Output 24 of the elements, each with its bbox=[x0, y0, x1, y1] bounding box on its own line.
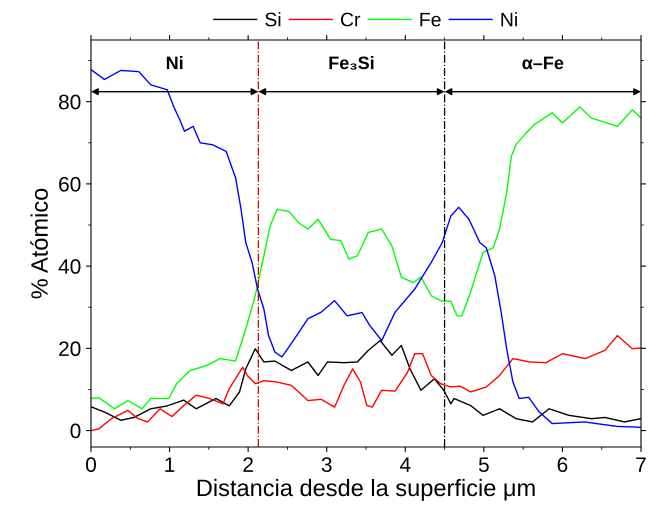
x-tick-label: 5 bbox=[478, 457, 489, 472]
line-series bbox=[91, 68, 641, 428]
legend-label: Si bbox=[265, 12, 280, 26]
x-tick-label: 4 bbox=[400, 457, 410, 472]
legend-label: Ni bbox=[501, 12, 517, 26]
y-tick-label: 0 bbox=[70, 424, 80, 438]
legend-label: Fe bbox=[420, 12, 441, 26]
x-axis-title: Distancia desde la superficie μm bbox=[198, 478, 535, 501]
line-series bbox=[91, 106, 641, 410]
x-tick-label: 6 bbox=[558, 457, 568, 472]
annotation: Ni bbox=[166, 56, 182, 70]
annotation: α–Fe bbox=[522, 56, 564, 70]
y-tick-label: 40 bbox=[58, 259, 80, 274]
y-tick-label: 60 bbox=[59, 176, 80, 192]
annotation: Fe₃Si bbox=[329, 56, 374, 70]
x-tick-label: 3 bbox=[322, 457, 332, 472]
x-tick-label: 7 bbox=[636, 457, 646, 472]
y-tick-label: 20 bbox=[59, 341, 80, 356]
y-axis-title: % Atómico bbox=[30, 188, 48, 298]
y-tick-label: 80 bbox=[59, 94, 80, 110]
legend-label: Cr bbox=[340, 12, 360, 26]
x-tick-label: 2 bbox=[243, 457, 253, 472]
x-tick-label: 0 bbox=[86, 457, 96, 472]
x-tick-label: 1 bbox=[165, 457, 174, 472]
